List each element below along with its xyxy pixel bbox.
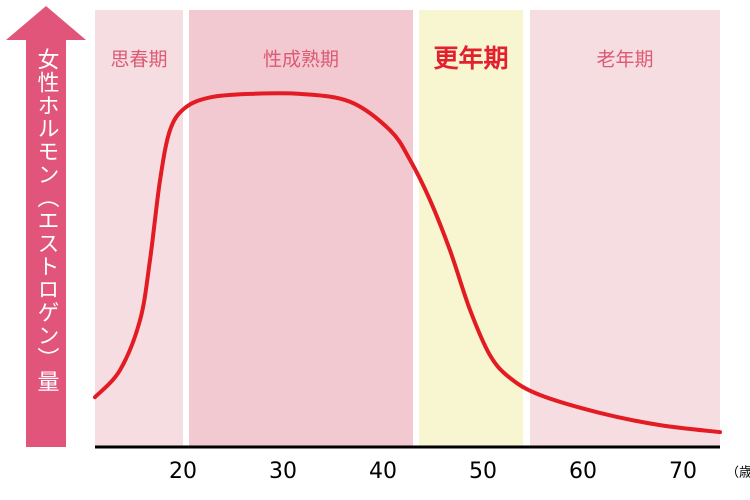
band-label: 思春期 <box>110 49 167 71</box>
y-axis-arrow <box>6 6 86 447</box>
hormone-curve <box>93 91 722 435</box>
y-axis-label: 女性ホルモン（エストロゲン）量 <box>34 48 60 393</box>
age-band <box>189 10 413 447</box>
age-band <box>419 10 523 447</box>
x-tick-label: 20 <box>169 459 197 484</box>
x-axis-unit: （歳） <box>726 466 750 481</box>
band-label: 老年期 <box>596 49 653 71</box>
x-tick-label: 30 <box>269 459 297 484</box>
band-label: 性成熟期 <box>263 49 339 71</box>
x-tick-label: 50 <box>469 459 497 484</box>
x-tick-label: 70 <box>669 459 697 484</box>
x-tick-label: 40 <box>369 459 397 484</box>
band-layer: 思春期 性成熟期 更年期 老年期 <box>95 10 720 447</box>
x-tick-label: 60 <box>569 459 597 484</box>
band-label: 更年期 <box>433 44 508 73</box>
age-band <box>95 10 183 447</box>
age-band <box>530 10 720 447</box>
